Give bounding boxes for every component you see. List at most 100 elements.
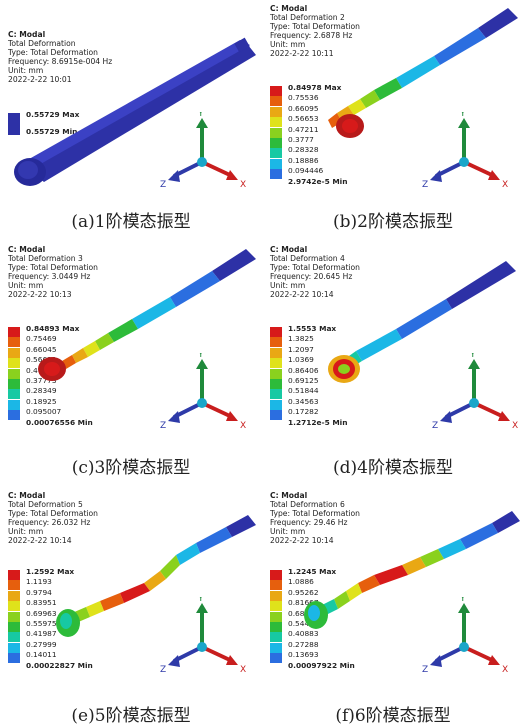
legend-max: 0.55729 Max xyxy=(26,110,80,119)
legend-row: 0.75469 xyxy=(8,334,228,348)
legend-row: 0.69963 xyxy=(8,609,228,622)
legend-swatch xyxy=(270,96,282,107)
figure-caption: (e)5阶模态振型 xyxy=(71,706,191,726)
legend-row: 0.34563 xyxy=(270,397,490,410)
legend-swatch xyxy=(8,653,20,664)
app-label: C: Modal xyxy=(8,30,46,39)
legend-swatch xyxy=(270,399,282,410)
legend-value: 0.54477 xyxy=(288,619,319,628)
legend-value: 1.1193 xyxy=(26,577,52,587)
axis-y-label: Y xyxy=(459,112,466,119)
flange-face xyxy=(18,161,38,179)
legend-row: 0.18925 xyxy=(8,396,228,410)
figure-caption: (b)2阶模态振型 xyxy=(333,212,453,232)
result-date: 2022-2-22 10:13 xyxy=(8,290,72,299)
result-unit: Unit: mm xyxy=(270,40,306,49)
result-title: Total Deformation 2 xyxy=(270,13,345,22)
legend-value: 0.56621 xyxy=(26,355,57,365)
axis-z-label: Z xyxy=(160,180,166,190)
result-header: C: Modal Total Deformation 4 Type: Total… xyxy=(270,245,360,299)
legend-value: 0.66045 xyxy=(26,344,57,354)
legend-value: 0.18925 xyxy=(26,396,57,406)
legend-value: 0.95262 xyxy=(288,587,319,597)
legend-swatch xyxy=(8,379,20,389)
legend-row: 0.14011 xyxy=(8,650,228,664)
legend-swatch xyxy=(8,368,20,379)
legend-max: 1.2245 Max xyxy=(288,567,337,576)
legend-value: 0.66095 xyxy=(288,103,319,113)
axis-triad: Y X Z xyxy=(160,597,246,675)
legend-row: 0.27288 xyxy=(270,640,490,653)
deformation-model xyxy=(328,8,518,138)
legend-value: 0.27999 xyxy=(26,639,57,649)
legend-swatch xyxy=(270,389,282,400)
legend-swatch xyxy=(8,399,20,410)
legend-value: 0.55975 xyxy=(26,619,57,628)
legend-row: 1.2592 Max xyxy=(8,567,228,580)
legend-value: 1.0369 xyxy=(288,355,314,365)
legend-min: 0.00022827 Min xyxy=(26,660,93,670)
axis-z-label: Z xyxy=(160,421,166,431)
deformation-model xyxy=(38,249,256,381)
result-type: Type: Total Deformation xyxy=(8,509,98,518)
legend-row: 0.95262 xyxy=(270,587,490,601)
legend-row: 0.28349 xyxy=(8,386,228,400)
deformation-model xyxy=(304,511,520,629)
legend-value: 0.47211 xyxy=(288,124,319,134)
result-frequency: Frequency: 26.032 Hz xyxy=(8,518,91,527)
legend-row: 0.56653 xyxy=(270,114,490,128)
legend-swatch xyxy=(8,327,20,337)
legend-swatch xyxy=(270,642,282,653)
deformation-model xyxy=(14,37,256,186)
axis-triad: Y X Z xyxy=(422,112,508,190)
legend-swatch xyxy=(270,347,282,358)
legend-swatch xyxy=(270,148,282,159)
legend-row: 0.00022827 Min xyxy=(8,660,228,674)
result-frequency: Frequency: 20.645 Hz xyxy=(270,272,353,281)
result-header: C: Modal Total Deformation 2 Type: Total… xyxy=(270,4,360,58)
legend-row: 1.2097 xyxy=(270,345,490,358)
legend-value: 0.51844 xyxy=(288,386,319,396)
legend-swatch xyxy=(270,127,282,138)
legend-row: 1.1193 xyxy=(8,577,228,591)
legend-row: 1.2712e-5 Min xyxy=(270,417,490,431)
legend-swatch xyxy=(8,410,20,421)
legend-swatch xyxy=(270,580,282,591)
result-header: C: Modal Total Deformation 3 Type: Total… xyxy=(8,245,98,299)
legend-swatch xyxy=(270,106,282,117)
legend-swatch xyxy=(270,86,282,96)
legend-swatch xyxy=(8,642,20,653)
legend-swatch xyxy=(8,622,20,632)
legend-value: 0.17282 xyxy=(288,407,319,417)
axis-y-label: Y xyxy=(469,353,476,360)
legend-row: 0.41987 xyxy=(8,629,228,643)
legend-value: 0.9794 xyxy=(26,587,52,597)
legend-value: 0.69125 xyxy=(288,376,319,385)
legend-row: 0.51844 xyxy=(270,386,490,400)
legend-value: 0.40883 xyxy=(288,629,319,639)
legend-row: 0.69125 xyxy=(270,376,490,389)
legend-swatch xyxy=(8,570,20,580)
legend-value: 0.13693 xyxy=(288,650,319,660)
result-type: Type: Total Deformation xyxy=(270,263,360,272)
axis-triad: Y X Z xyxy=(422,597,508,675)
legend-min: 1.2712e-5 Min xyxy=(288,417,348,427)
legend-value: 0.3777 xyxy=(288,135,314,144)
result-title: Total Deformation xyxy=(8,39,76,48)
result-date: 2022-2-22 10:14 xyxy=(8,536,72,545)
axis-x-label: X xyxy=(240,421,246,431)
legend-swatch xyxy=(270,632,282,643)
legend-row: 0.37773 xyxy=(8,376,228,389)
legend-row: 0.56621 xyxy=(8,355,228,369)
legend-value: 0.28328 xyxy=(288,145,319,155)
result-type: Type: Total Deformation xyxy=(8,48,98,57)
figure-caption: (f)6阶模态振型 xyxy=(335,706,451,726)
result-date: 2022-2-22 10:01 xyxy=(8,75,72,84)
legend-swatch xyxy=(8,611,20,622)
legend-swatch xyxy=(8,389,20,400)
legend-swatch xyxy=(8,580,20,591)
axis-y-label: Y xyxy=(197,112,204,119)
legend-row: 0.00076556 Min xyxy=(8,418,228,431)
legend-row: 0.9794 xyxy=(8,587,228,601)
result-frequency: Frequency: 8.6915e-004 Hz xyxy=(8,57,113,66)
